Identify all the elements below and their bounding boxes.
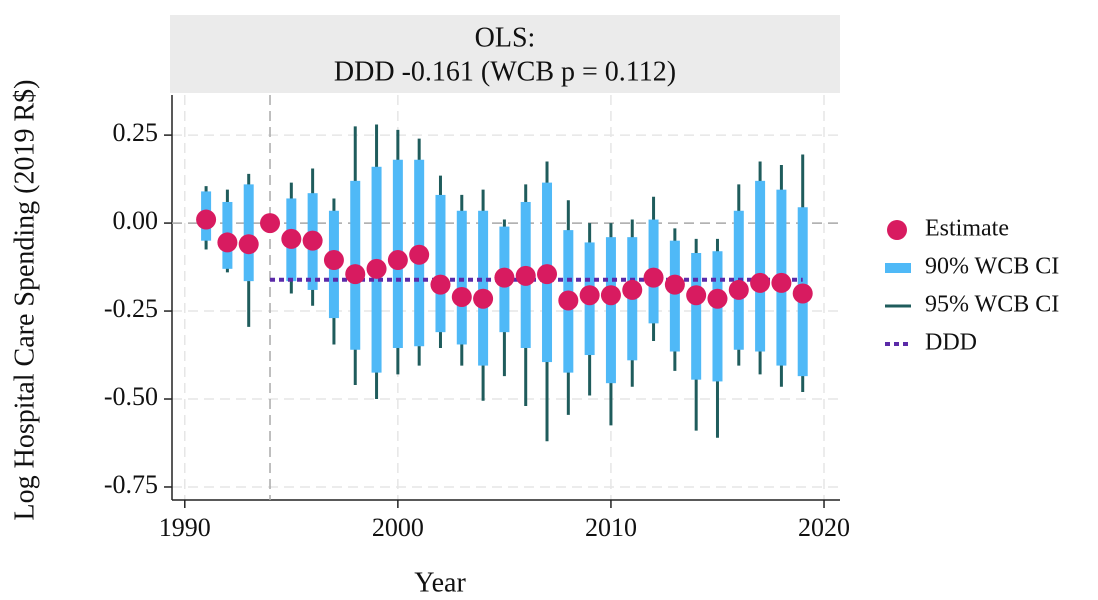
y-tick-label: -0.25 xyxy=(104,294,158,323)
legend-label: 90% WCB CI xyxy=(925,254,1059,280)
chart-subtitle: DDD -0.161 (WCB p = 0.112) xyxy=(334,56,676,87)
y-tick-label: 0.25 xyxy=(113,118,159,147)
estimate-point xyxy=(537,264,558,285)
estimate-point xyxy=(579,285,600,306)
ci-90 xyxy=(243,184,254,282)
estimate-point xyxy=(430,274,451,295)
ci-90 xyxy=(755,180,766,352)
ci-90 xyxy=(456,210,467,345)
x-tick-label: 2010 xyxy=(585,513,637,542)
legend-label: DDD xyxy=(925,330,977,356)
estimate-point xyxy=(323,250,344,271)
estimate-point xyxy=(750,272,771,293)
x-axis-title: Year xyxy=(414,567,466,598)
estimate-point xyxy=(792,283,813,304)
estimate-point xyxy=(473,288,494,309)
estimate-point xyxy=(686,285,707,306)
estimate-point xyxy=(366,258,387,279)
estimate-point xyxy=(728,279,749,300)
y-tick-label: -0.75 xyxy=(104,470,158,499)
x-tick-label: 2000 xyxy=(372,513,424,542)
estimate-point xyxy=(664,274,685,295)
estimate-point xyxy=(771,272,792,293)
ci-90 xyxy=(605,237,616,384)
estimate-point xyxy=(196,209,217,230)
estimate-point xyxy=(643,267,664,288)
y-tick-label: 0.00 xyxy=(113,206,159,235)
ci-90 xyxy=(691,252,702,380)
estimate-point xyxy=(302,230,323,251)
estimate-point xyxy=(281,228,302,249)
legend-marker xyxy=(885,263,911,273)
estimate-point xyxy=(600,285,621,306)
chart-title: OLS: xyxy=(475,22,536,53)
ci-90 xyxy=(435,194,446,333)
estimate-point xyxy=(622,279,643,300)
estimate-point xyxy=(345,264,366,285)
ci-90 xyxy=(712,251,723,382)
estimate-point xyxy=(558,290,579,311)
estimate-point xyxy=(515,265,536,286)
estimate-point xyxy=(451,286,472,307)
ci-90 xyxy=(669,240,680,352)
legend-marker xyxy=(887,220,907,240)
estimate-point xyxy=(387,250,408,271)
y-axis-title: Log Hospital Care Spending (2019 R$) xyxy=(9,80,40,521)
title-strip xyxy=(170,15,840,93)
estimate-point xyxy=(494,267,515,288)
legend-label: Estimate xyxy=(925,216,1009,242)
legend-label: 95% WCB CI xyxy=(925,292,1059,318)
estimate-point xyxy=(409,244,430,265)
ci-90 xyxy=(478,210,489,366)
estimate-point xyxy=(217,232,238,253)
x-tick-label: 2020 xyxy=(798,513,850,542)
estimate-point xyxy=(238,234,259,255)
estimate-point xyxy=(707,288,728,309)
estimate-point xyxy=(260,213,281,234)
y-tick-label: -0.50 xyxy=(104,382,158,411)
x-tick-label: 1990 xyxy=(159,513,211,542)
